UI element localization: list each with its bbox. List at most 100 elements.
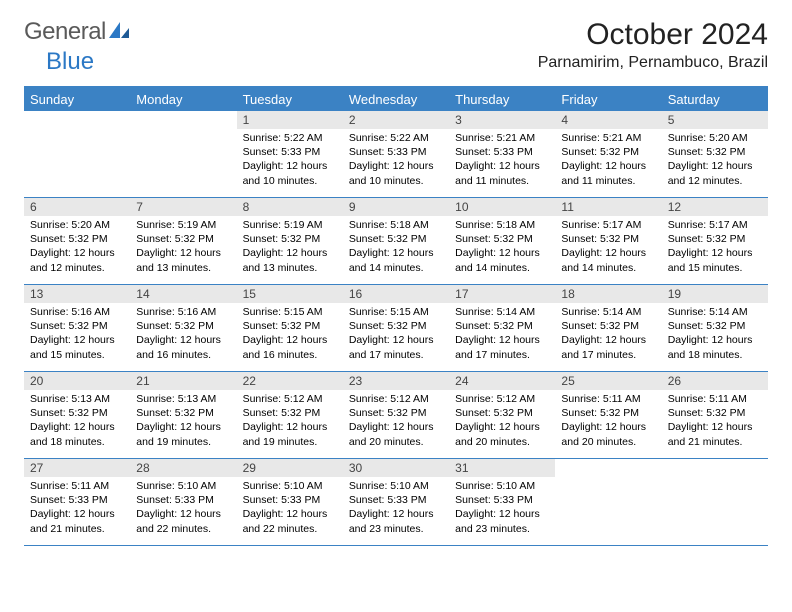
day-13: 13Sunrise: 5:16 AMSunset: 5:32 PMDayligh… — [24, 285, 130, 371]
location: Parnamirim, Pernambuco, Brazil — [538, 54, 768, 72]
day-number: 19 — [662, 285, 768, 303]
brand-text-2: Blue — [46, 48, 94, 76]
day-details: Sunrise: 5:12 AMSunset: 5:32 PMDaylight:… — [343, 390, 449, 453]
day-11: 11Sunrise: 5:17 AMSunset: 5:32 PMDayligh… — [555, 198, 661, 284]
day-15: 15Sunrise: 5:15 AMSunset: 5:32 PMDayligh… — [237, 285, 343, 371]
week-row: 6Sunrise: 5:20 AMSunset: 5:32 PMDaylight… — [24, 198, 768, 285]
weekday-header: SundayMondayTuesdayWednesdayThursdayFrid… — [24, 88, 768, 111]
day-31: 31Sunrise: 5:10 AMSunset: 5:33 PMDayligh… — [449, 459, 555, 545]
day-4: 4Sunrise: 5:21 AMSunset: 5:32 PMDaylight… — [555, 111, 661, 197]
day-details: Sunrise: 5:18 AMSunset: 5:32 PMDaylight:… — [343, 216, 449, 279]
day-17: 17Sunrise: 5:14 AMSunset: 5:32 PMDayligh… — [449, 285, 555, 371]
day-number: 29 — [237, 459, 343, 477]
day-number: 5 — [662, 111, 768, 129]
weekday-thursday: Thursday — [449, 88, 555, 111]
week-row: 1Sunrise: 5:22 AMSunset: 5:33 PMDaylight… — [24, 111, 768, 198]
weekday-wednesday: Wednesday — [343, 88, 449, 111]
day-details: Sunrise: 5:18 AMSunset: 5:32 PMDaylight:… — [449, 216, 555, 279]
day-details: Sunrise: 5:15 AMSunset: 5:32 PMDaylight:… — [237, 303, 343, 366]
day-number: 1 — [237, 111, 343, 129]
day-details: Sunrise: 5:14 AMSunset: 5:32 PMDaylight:… — [449, 303, 555, 366]
day-5: 5Sunrise: 5:20 AMSunset: 5:32 PMDaylight… — [662, 111, 768, 197]
weekday-monday: Monday — [130, 88, 236, 111]
day-24: 24Sunrise: 5:12 AMSunset: 5:32 PMDayligh… — [449, 372, 555, 458]
day-number: 11 — [555, 198, 661, 216]
day-details: Sunrise: 5:10 AMSunset: 5:33 PMDaylight:… — [237, 477, 343, 540]
week-row: 20Sunrise: 5:13 AMSunset: 5:32 PMDayligh… — [24, 372, 768, 459]
day-details: Sunrise: 5:15 AMSunset: 5:32 PMDaylight:… — [343, 303, 449, 366]
day-details: Sunrise: 5:11 AMSunset: 5:32 PMDaylight:… — [662, 390, 768, 453]
day-28: 28Sunrise: 5:10 AMSunset: 5:33 PMDayligh… — [130, 459, 236, 545]
day-details: Sunrise: 5:17 AMSunset: 5:32 PMDaylight:… — [662, 216, 768, 279]
day-details: Sunrise: 5:12 AMSunset: 5:32 PMDaylight:… — [449, 390, 555, 453]
day-number: 7 — [130, 198, 236, 216]
week-row: 27Sunrise: 5:11 AMSunset: 5:33 PMDayligh… — [24, 459, 768, 546]
day-10: 10Sunrise: 5:18 AMSunset: 5:32 PMDayligh… — [449, 198, 555, 284]
day-number: 9 — [343, 198, 449, 216]
title-block: October 2024 Parnamirim, Pernambuco, Bra… — [538, 18, 768, 72]
day-number: 16 — [343, 285, 449, 303]
day-1: 1Sunrise: 5:22 AMSunset: 5:33 PMDaylight… — [237, 111, 343, 197]
day-2: 2Sunrise: 5:22 AMSunset: 5:33 PMDaylight… — [343, 111, 449, 197]
day-details: Sunrise: 5:13 AMSunset: 5:32 PMDaylight:… — [24, 390, 130, 453]
day-number: 4 — [555, 111, 661, 129]
day-26: 26Sunrise: 5:11 AMSunset: 5:32 PMDayligh… — [662, 372, 768, 458]
day-details: Sunrise: 5:16 AMSunset: 5:32 PMDaylight:… — [130, 303, 236, 366]
day-number: 28 — [130, 459, 236, 477]
day-number: 26 — [662, 372, 768, 390]
day-details: Sunrise: 5:10 AMSunset: 5:33 PMDaylight:… — [130, 477, 236, 540]
day-details: Sunrise: 5:16 AMSunset: 5:32 PMDaylight:… — [24, 303, 130, 366]
day-details: Sunrise: 5:13 AMSunset: 5:32 PMDaylight:… — [130, 390, 236, 453]
day-7: 7Sunrise: 5:19 AMSunset: 5:32 PMDaylight… — [130, 198, 236, 284]
day-number: 27 — [24, 459, 130, 477]
day-details: Sunrise: 5:14 AMSunset: 5:32 PMDaylight:… — [662, 303, 768, 366]
week-row: 13Sunrise: 5:16 AMSunset: 5:32 PMDayligh… — [24, 285, 768, 372]
weekday-friday: Friday — [555, 88, 661, 111]
weekday-sunday: Sunday — [24, 88, 130, 111]
day-empty — [130, 111, 236, 197]
weekday-saturday: Saturday — [662, 88, 768, 111]
day-details: Sunrise: 5:21 AMSunset: 5:33 PMDaylight:… — [449, 129, 555, 192]
day-27: 27Sunrise: 5:11 AMSunset: 5:33 PMDayligh… — [24, 459, 130, 545]
day-18: 18Sunrise: 5:14 AMSunset: 5:32 PMDayligh… — [555, 285, 661, 371]
day-16: 16Sunrise: 5:15 AMSunset: 5:32 PMDayligh… — [343, 285, 449, 371]
day-number: 15 — [237, 285, 343, 303]
day-number: 3 — [449, 111, 555, 129]
day-number: 12 — [662, 198, 768, 216]
day-number: 23 — [343, 372, 449, 390]
day-details: Sunrise: 5:11 AMSunset: 5:32 PMDaylight:… — [555, 390, 661, 453]
day-29: 29Sunrise: 5:10 AMSunset: 5:33 PMDayligh… — [237, 459, 343, 545]
day-9: 9Sunrise: 5:18 AMSunset: 5:32 PMDaylight… — [343, 198, 449, 284]
day-12: 12Sunrise: 5:17 AMSunset: 5:32 PMDayligh… — [662, 198, 768, 284]
day-details: Sunrise: 5:17 AMSunset: 5:32 PMDaylight:… — [555, 216, 661, 279]
day-number: 13 — [24, 285, 130, 303]
day-20: 20Sunrise: 5:13 AMSunset: 5:32 PMDayligh… — [24, 372, 130, 458]
day-number: 24 — [449, 372, 555, 390]
day-details: Sunrise: 5:12 AMSunset: 5:32 PMDaylight:… — [237, 390, 343, 453]
day-number: 31 — [449, 459, 555, 477]
day-number: 20 — [24, 372, 130, 390]
day-number: 25 — [555, 372, 661, 390]
day-22: 22Sunrise: 5:12 AMSunset: 5:32 PMDayligh… — [237, 372, 343, 458]
day-empty — [662, 459, 768, 545]
day-details: Sunrise: 5:20 AMSunset: 5:32 PMDaylight:… — [24, 216, 130, 279]
calendar: SundayMondayTuesdayWednesdayThursdayFrid… — [24, 86, 768, 546]
day-details: Sunrise: 5:20 AMSunset: 5:32 PMDaylight:… — [662, 129, 768, 192]
day-number: 8 — [237, 198, 343, 216]
day-8: 8Sunrise: 5:19 AMSunset: 5:32 PMDaylight… — [237, 198, 343, 284]
brand-text-1: General — [24, 18, 106, 46]
day-details: Sunrise: 5:21 AMSunset: 5:32 PMDaylight:… — [555, 129, 661, 192]
day-number: 22 — [237, 372, 343, 390]
day-number: 30 — [343, 459, 449, 477]
day-details: Sunrise: 5:10 AMSunset: 5:33 PMDaylight:… — [449, 477, 555, 540]
day-empty — [24, 111, 130, 197]
day-30: 30Sunrise: 5:10 AMSunset: 5:33 PMDayligh… — [343, 459, 449, 545]
day-details: Sunrise: 5:11 AMSunset: 5:33 PMDaylight:… — [24, 477, 130, 540]
day-details: Sunrise: 5:19 AMSunset: 5:32 PMDaylight:… — [237, 216, 343, 279]
day-details: Sunrise: 5:22 AMSunset: 5:33 PMDaylight:… — [343, 129, 449, 192]
day-details: Sunrise: 5:19 AMSunset: 5:32 PMDaylight:… — [130, 216, 236, 279]
day-19: 19Sunrise: 5:14 AMSunset: 5:32 PMDayligh… — [662, 285, 768, 371]
brand-sail-icon — [108, 20, 130, 45]
day-23: 23Sunrise: 5:12 AMSunset: 5:32 PMDayligh… — [343, 372, 449, 458]
day-3: 3Sunrise: 5:21 AMSunset: 5:33 PMDaylight… — [449, 111, 555, 197]
